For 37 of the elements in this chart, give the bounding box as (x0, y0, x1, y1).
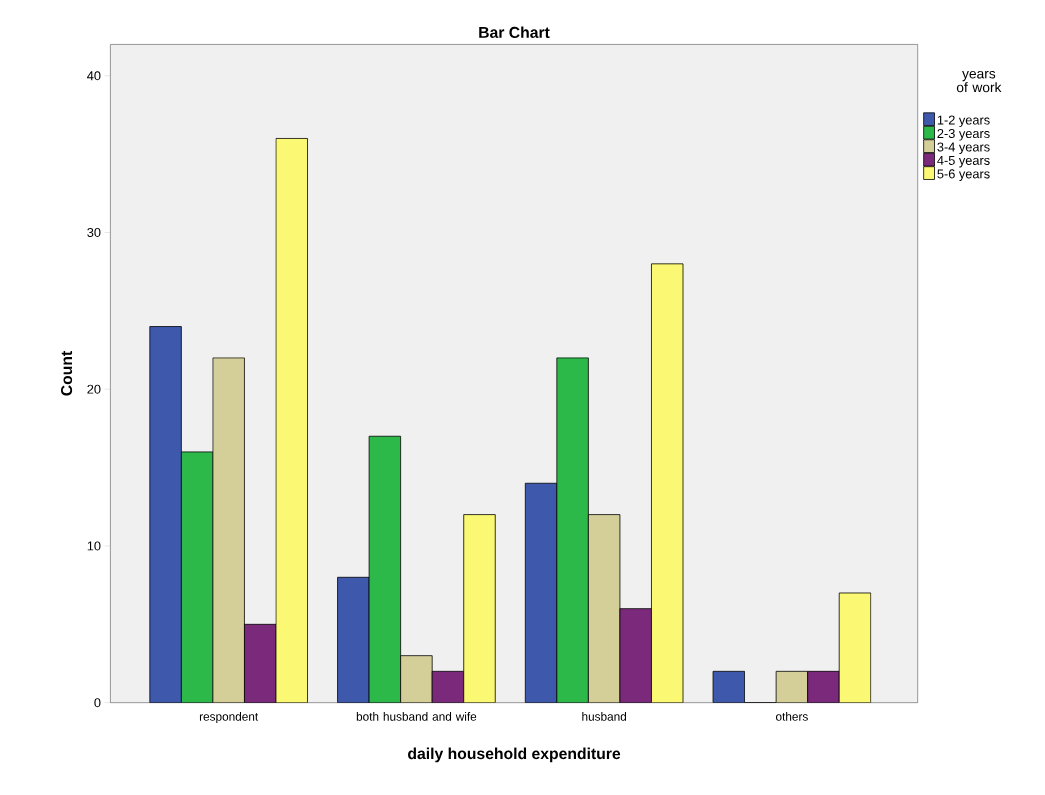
bar (337, 576, 370, 703)
bar (651, 263, 684, 703)
bar (588, 514, 620, 703)
bar (149, 325, 182, 703)
y-tick-label: 30 (87, 227, 101, 237)
y-axis-title: Count (60, 350, 73, 396)
x-tick-label: both husband and wife (356, 711, 477, 721)
bar (431, 670, 465, 703)
x-tick-label: husband (582, 711, 627, 721)
bar (775, 670, 809, 703)
bar (275, 137, 308, 703)
legend-label: 1-2 years (937, 115, 990, 127)
legend-label: 2-3 years (937, 128, 990, 141)
bar (368, 435, 402, 703)
chart-title: Bar Chart (479, 26, 550, 38)
bar (180, 451, 214, 703)
bar (244, 623, 277, 703)
bar (838, 592, 872, 703)
legend-label: 3-4 years (937, 142, 990, 154)
x-axis-title: daily household expenditure (408, 747, 621, 763)
y-tick-label: 10 (87, 541, 101, 551)
x-tick-label: respondent (199, 711, 259, 723)
bar (212, 357, 245, 703)
bar (463, 513, 496, 703)
bar (525, 483, 557, 703)
legend-title: years of work (956, 70, 1002, 93)
bar (712, 670, 745, 703)
legend-label: 4-5 years (937, 155, 990, 168)
bar (556, 357, 589, 703)
bar (619, 608, 652, 703)
bar (400, 655, 433, 703)
y-tick-label: 20 (87, 384, 101, 394)
y-tick-label: 0 (94, 697, 101, 707)
bar (807, 670, 840, 703)
x-tick-label: others (776, 711, 808, 721)
legend-label: 5-6 years (937, 169, 990, 181)
y-tick-label: 40 (87, 71, 101, 81)
